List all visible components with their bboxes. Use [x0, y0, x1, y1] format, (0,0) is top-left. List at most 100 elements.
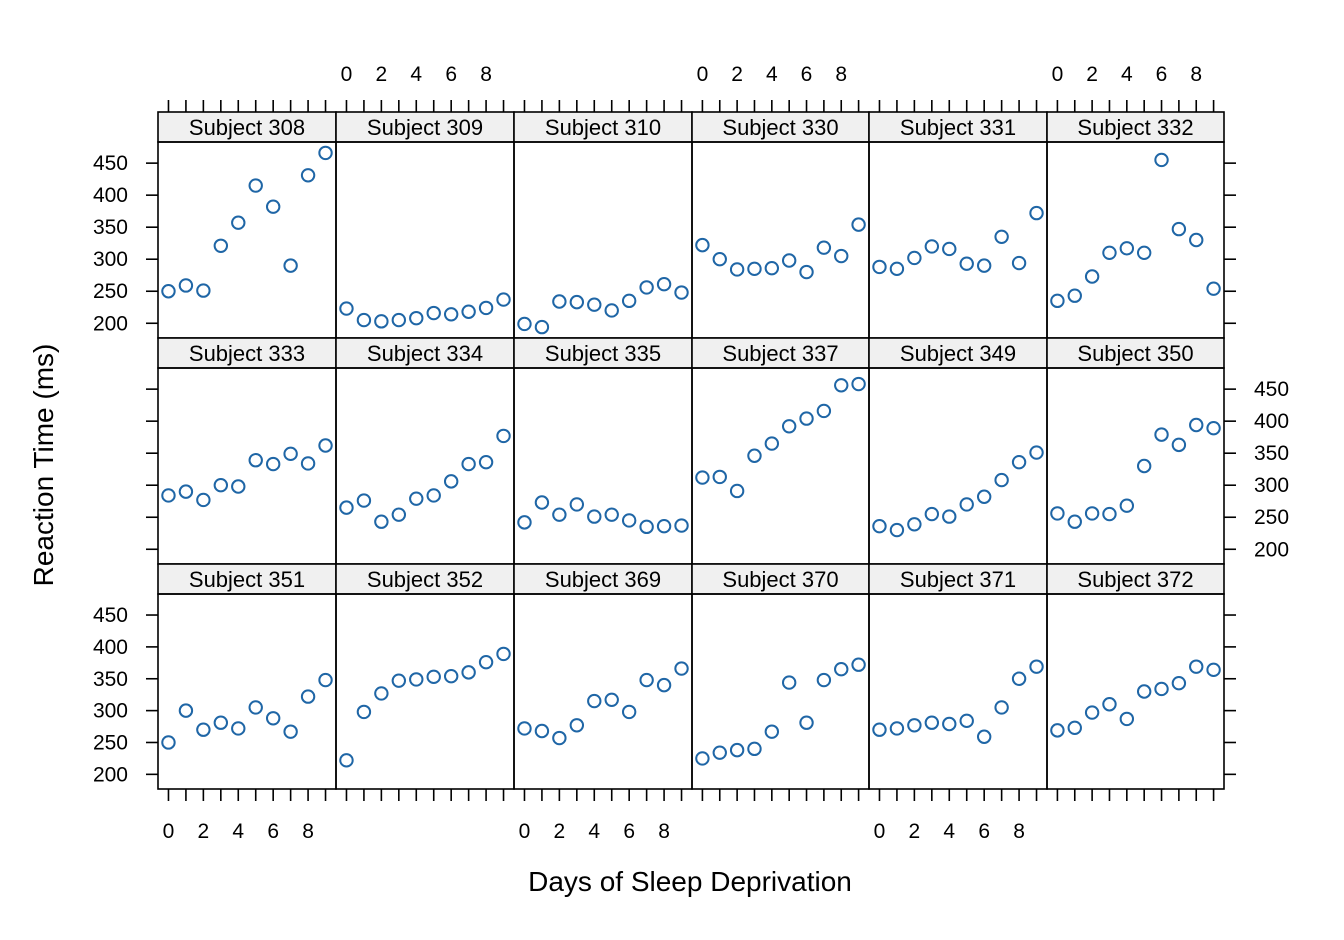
data-point	[178, 484, 194, 499]
data-point	[409, 310, 424, 326]
data-point	[409, 672, 424, 687]
data-point	[1067, 514, 1082, 529]
panel-strip	[157, 111, 337, 143]
x-tick-label: 4	[766, 63, 778, 86]
panel-frame	[157, 367, 337, 565]
data-point	[265, 456, 281, 472]
data-point	[1029, 205, 1044, 221]
x-tick-label: 8	[480, 63, 492, 86]
data-point	[1011, 671, 1027, 686]
data-point	[1011, 255, 1027, 271]
data-point	[872, 519, 887, 534]
panel-frame	[1046, 367, 1225, 565]
data-point	[356, 704, 372, 720]
data-point	[872, 722, 887, 737]
panel-strip	[691, 337, 870, 369]
data-point	[1084, 269, 1100, 284]
data-point	[781, 253, 797, 268]
y-axis-title: Reaction Time (ms)	[28, 344, 59, 587]
data-point	[729, 262, 745, 277]
panel: Subject 371	[868, 563, 1048, 790]
panel: Subject 308	[157, 111, 337, 339]
data-point	[604, 692, 619, 707]
data-point	[712, 745, 727, 760]
data-point	[178, 703, 194, 718]
x-tick-label: 2	[731, 63, 743, 86]
x-tick-label: 2	[554, 820, 566, 843]
data-point	[604, 303, 619, 318]
data-point	[834, 378, 849, 393]
x-tick-label: 6	[267, 820, 279, 843]
data-point	[834, 661, 849, 677]
data-point	[924, 506, 940, 522]
data-point	[443, 474, 459, 489]
data-point	[1189, 417, 1204, 433]
data-point	[265, 711, 281, 726]
x-tick-label: 2	[909, 820, 921, 843]
x-tick-label: 6	[978, 820, 990, 843]
data-point	[339, 301, 354, 316]
panel: Subject 332	[1046, 111, 1225, 339]
data-point	[1011, 454, 1027, 470]
panel: Subject 351	[157, 563, 337, 790]
data-point	[196, 283, 211, 298]
x-tick-label: 4	[943, 820, 955, 843]
data-point	[283, 446, 298, 462]
x-tick-label: 6	[1156, 63, 1168, 86]
data-point	[478, 654, 494, 670]
data-point	[300, 456, 316, 471]
data-point	[339, 500, 354, 515]
panel: Subject 372	[1046, 563, 1225, 790]
data-point	[517, 721, 532, 736]
data-point	[1102, 506, 1117, 522]
panel-frame	[335, 141, 515, 339]
data-point	[213, 478, 229, 493]
data-point	[889, 721, 905, 736]
data-point	[391, 312, 407, 328]
data-point	[1067, 720, 1082, 736]
panel: Subject 335	[513, 337, 693, 565]
panel-strip-label: Subject 331	[900, 115, 1016, 140]
data-point	[695, 237, 710, 253]
x-tick-label: 4	[588, 820, 600, 843]
data-point	[391, 673, 407, 688]
data-point	[534, 495, 550, 510]
data-point	[994, 229, 1009, 244]
data-point	[1206, 281, 1221, 296]
panel: Subject 369	[513, 563, 693, 790]
data-point	[248, 700, 263, 715]
y-tick-label: 250	[93, 280, 128, 303]
data-point	[1171, 676, 1187, 691]
data-point	[834, 248, 849, 264]
data-point	[747, 448, 762, 463]
data-point	[907, 250, 922, 266]
data-point	[196, 492, 211, 508]
data-point	[799, 264, 814, 280]
data-point	[534, 723, 550, 739]
panel: Subject 310	[513, 111, 693, 339]
data-point	[496, 292, 511, 307]
data-point	[478, 300, 494, 316]
data-point	[1136, 458, 1152, 474]
data-point	[213, 238, 229, 253]
data-point	[161, 488, 176, 503]
panel-strip	[513, 563, 693, 595]
panel: Subject 370	[691, 563, 870, 790]
data-point	[816, 672, 832, 688]
panel-strip-label: Subject 310	[545, 115, 661, 140]
y-tick-label: 450	[93, 604, 128, 627]
x-tick-label: 8	[302, 820, 314, 843]
panel-frame	[157, 141, 337, 339]
data-point	[318, 438, 333, 453]
panel-frame	[1046, 593, 1225, 790]
x-tick-label: 0	[163, 820, 175, 843]
data-point	[283, 258, 298, 273]
data-point	[851, 657, 866, 672]
panel: Subject 309	[335, 111, 515, 339]
data-point	[872, 259, 887, 275]
data-point	[959, 497, 974, 512]
data-point	[496, 428, 511, 444]
data-point	[161, 284, 176, 299]
data-point	[569, 718, 585, 733]
data-point	[426, 669, 441, 685]
